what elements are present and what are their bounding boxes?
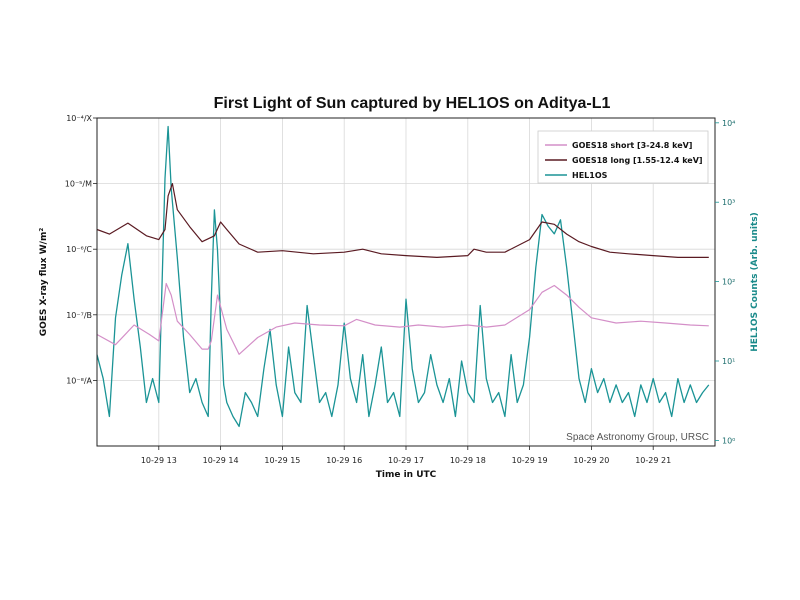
right-tick-label: 10³ <box>722 198 735 207</box>
legend-label: GOES18 long [1.55-12.4 keV] <box>572 156 703 165</box>
left-tick-label: 10⁻⁷/B <box>66 311 92 320</box>
x-tick-label: 10-29 19 <box>512 456 548 465</box>
left-tick-label: 10⁻⁸/A <box>66 376 92 385</box>
x-tick-label: 10-29 16 <box>326 456 362 465</box>
credit-annotation: Space Astronomy Group, URSC <box>566 432 709 443</box>
legend-label: GOES18 short [3-24.8 keV] <box>572 141 692 150</box>
x-tick-label: 10-29 14 <box>203 456 239 465</box>
x-tick-label: 10-29 13 <box>141 456 177 465</box>
right-y-axis-label: HEL1OS Counts (Arb. units) <box>750 212 760 352</box>
x-ticks: 10-29 13 10-29 14 10-29 15 10-29 16 10-29 17… <box>141 446 671 465</box>
x-tick-label: 10-29 18 <box>450 456 486 465</box>
left-y-ticks: 10⁻⁸/A 10⁻⁷/B 10⁻⁶/C 10⁻⁵/M 10⁻⁴/X <box>65 114 97 385</box>
right-y-ticks: 10⁰ 10¹ 10² 10³ 10⁴ <box>715 119 735 445</box>
x-tick-label: 10-29 17 <box>388 456 424 465</box>
right-tick-label: 10¹ <box>722 357 735 366</box>
x-tick-label: 10-29 20 <box>573 456 609 465</box>
series-line-goes18-long <box>96 183 709 258</box>
chart-title: First Light of Sun captured by HEL1OS on… <box>214 95 611 112</box>
left-tick-label: 10⁻⁴/X <box>66 114 92 123</box>
right-tick-label: 10⁴ <box>722 119 735 128</box>
right-tick-label: 10⁰ <box>722 436 735 445</box>
x-axis-label: Time in UTC <box>376 470 437 480</box>
left-tick-label: 10⁻⁶/C <box>66 245 92 254</box>
left-y-axis-label: GOES X-ray flux W/m² <box>39 228 49 337</box>
series-line-hel1os <box>96 125 710 428</box>
legend-label: HEL1OS <box>572 171 608 180</box>
series-line-goes18-short <box>96 282 709 355</box>
x-tick-label: 10-29 15 <box>264 456 300 465</box>
right-tick-label: 10² <box>722 278 735 287</box>
series-layer <box>96 125 710 428</box>
legend: GOES18 short [3-24.8 keV] GOES18 long [1.… <box>537 130 709 184</box>
x-tick-label: 10-29 21 <box>635 456 671 465</box>
left-tick-label: 10⁻⁵/M <box>65 180 92 189</box>
